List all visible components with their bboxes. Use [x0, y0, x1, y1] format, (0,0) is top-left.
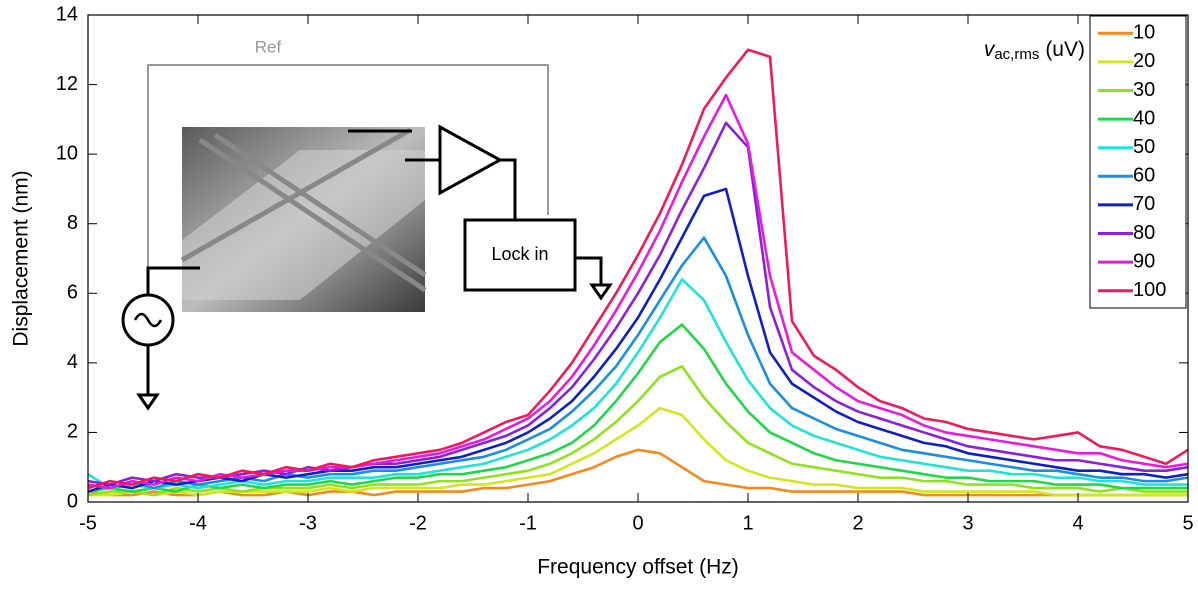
- x-tick-label: 2: [852, 512, 863, 534]
- data-line: [87, 187, 1189, 493]
- y-tick-label: 4: [67, 351, 78, 373]
- x-tick-label: 1: [742, 512, 753, 534]
- y-tick-label: 2: [67, 421, 78, 443]
- x-axis-label: Frequency offset (Hz): [537, 556, 739, 579]
- ac-symbol: [133, 312, 163, 328]
- amplifier: [405, 124, 517, 220]
- ref-label: Ref: [255, 37, 282, 56]
- sem-device: [182, 150, 425, 300]
- legend-label: 90: [1133, 250, 1155, 272]
- y-tick-label: 0: [67, 490, 78, 512]
- x-tick-label: -5: [79, 512, 97, 534]
- legend-label: 50: [1133, 136, 1155, 158]
- y-axis-label: Displacement (nm): [10, 170, 33, 346]
- data-line: [88, 406, 1188, 497]
- source-wiring: [136, 266, 200, 411]
- legend-label: 10: [1133, 22, 1155, 44]
- x-tick-label: -2: [409, 512, 427, 534]
- y-tick-label: 8: [67, 212, 78, 234]
- x-tick-label: -4: [189, 512, 207, 534]
- data-line: [87, 278, 1188, 490]
- legend-label: 100: [1133, 279, 1166, 301]
- legend-label: 60: [1133, 165, 1155, 187]
- data-line: [87, 448, 1188, 497]
- y-tick-label: 14: [56, 3, 78, 25]
- x-tick-label: -3: [299, 512, 317, 534]
- lock-in-label: Lock in: [491, 244, 548, 264]
- legend-box: [1089, 15, 1187, 309]
- y-tick-label: 6: [67, 282, 78, 304]
- data-line: [87, 323, 1188, 493]
- legend-label: 70: [1133, 193, 1155, 215]
- data-line: [87, 48, 1189, 490]
- lock-in-box: [463, 218, 577, 292]
- legend: 10 20 30 40 50 60 70 80 90 100: [1089, 15, 1187, 309]
- x-tick-label: -1: [519, 512, 537, 534]
- legend-label: 20: [1133, 50, 1155, 72]
- ref-line: [147, 64, 549, 270]
- x-tick-label: 4: [1072, 512, 1083, 534]
- legend-title-subscript: ac,rms: [994, 46, 1039, 63]
- x-tick-label: 5: [1182, 512, 1193, 534]
- x-tick-label: 0: [632, 512, 643, 534]
- legend-label: 80: [1133, 222, 1155, 244]
- legend-label: 30: [1133, 79, 1155, 101]
- legend-title-unit: (uV): [1045, 38, 1085, 61]
- ground-right: [575, 256, 613, 301]
- x-tick-label: 3: [962, 512, 973, 534]
- data-line: [87, 236, 1189, 490]
- y-tick-label: 10: [56, 142, 78, 164]
- legend-title: vac,rms (uV): [984, 38, 1085, 63]
- inset-schematic: Ref Lock in: [121, 37, 613, 411]
- legend-label: 40: [1133, 107, 1155, 129]
- legend-title-symbol: v: [984, 38, 996, 61]
- y-tick-label: 12: [56, 73, 78, 95]
- sem-beams: [180, 127, 427, 293]
